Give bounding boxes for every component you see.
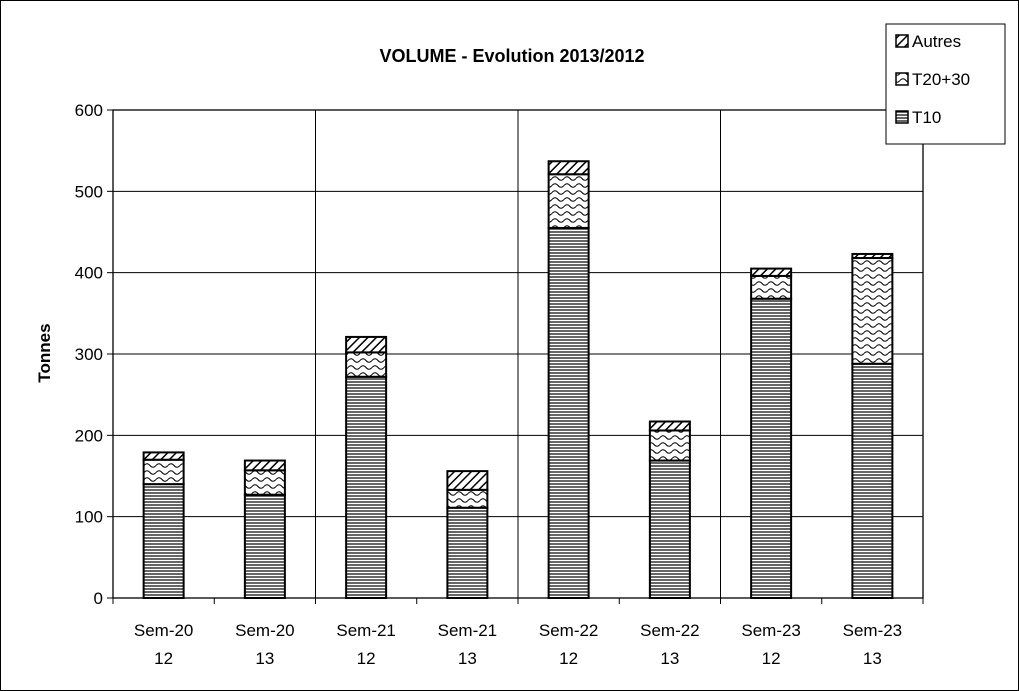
y-tick-label: 600 [75,101,103,120]
bar-segment [446,506,489,599]
bar-segment [142,483,185,599]
bar-segment [648,420,691,432]
x-tick-label: 12 [762,649,781,668]
gridlines [113,109,923,598]
legend-label: T10 [912,108,941,127]
bar-segment [142,451,185,461]
bar-segment [446,488,489,509]
x-tick-labels: Sem-20 12 Sem-20 13 Sem-21 12 Sem-21 13 Sem-22 12… [134,621,902,668]
bar-segment [142,458,185,486]
x-tick-label: Sem-23 [843,621,903,640]
legend-swatch [895,110,909,124]
bar-segment [851,252,894,260]
x-tick-label: 12 [357,649,376,668]
legend-label: Autres [912,32,961,51]
bar-segment [851,257,894,365]
bar-segment [446,470,489,491]
x-tick-label: Sem-20 [235,621,295,640]
bar-segment [648,429,691,462]
legend-swatch [895,34,909,48]
bar-segment [243,459,286,472]
x-tick-label: 12 [559,649,578,668]
x-tick-label: Sem-21 [438,621,498,640]
legend-label: T20+30 [912,70,970,89]
y-tick-label: 100 [75,508,103,527]
x-tick-label: Sem-22 [640,621,700,640]
bar-segment [345,351,388,378]
bar-segment [750,267,793,277]
bar-segment [750,297,793,599]
bar-segment [345,375,388,600]
bar-segment [547,160,590,176]
bar-segment [648,459,691,599]
y-tick-label: 0 [94,589,103,608]
bar-segment [243,493,286,599]
y-tick-label: 400 [75,264,103,283]
x-tick-label: 13 [255,649,274,668]
x-tick-label: 13 [458,649,477,668]
y-tick-label: 500 [75,182,103,201]
bar-segment [851,362,894,600]
bar-segment [547,173,590,229]
x-tick-label: Sem-23 [741,621,801,640]
y-tick-labels: 0 100 200 300 400 500 600 [75,101,103,608]
x-tick-label: Sem-21 [336,621,396,640]
x-tick-label: 13 [660,649,679,668]
x-tick-label: 13 [863,649,882,668]
legend: Autres T20+30 T10 [885,23,1006,145]
x-tick-label: Sem-22 [539,621,599,640]
x-tick-label: Sem-20 [134,621,194,640]
y-tick-label: 200 [75,426,103,445]
y-axis-label: Tonnes [35,323,54,382]
bar-segment [243,469,286,496]
legend-swatch [895,72,909,86]
chart-title: VOLUME - Evolution 2013/2012 [379,46,644,66]
axes [107,109,924,604]
x-tick-label: 12 [154,649,173,668]
bar-segment [345,335,388,354]
bar-segment [547,226,590,600]
bar-segment [750,274,793,300]
y-tick-label: 300 [75,345,103,364]
